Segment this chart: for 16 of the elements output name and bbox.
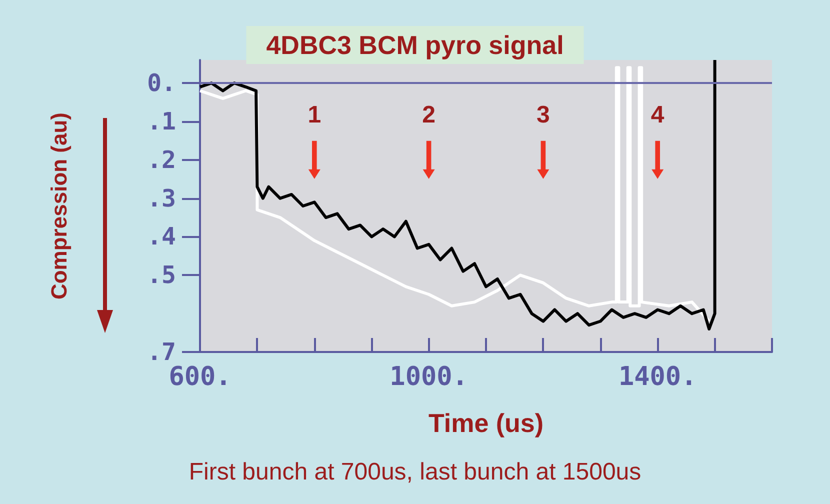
- text: First bunch at 700us, last bunch at 1500us: [188, 458, 642, 486]
- y-tick-label: .5: [147, 261, 176, 290]
- y-tick-label: .2: [147, 146, 176, 174]
- x-tick-label: 1000.: [390, 362, 468, 392]
- y-tick-label: 0.: [147, 69, 176, 98]
- y-tick-label: .1: [147, 107, 176, 136]
- annotation: 1: [308, 101, 322, 128]
- y-axis-title: Compression (au): [46, 112, 72, 300]
- chart-title: 4DBC3 BCM pyro signal: [266, 30, 564, 60]
- y-tick-label: .4: [147, 222, 176, 251]
- annotation: 2: [422, 101, 436, 128]
- annotation: 3: [536, 101, 550, 128]
- x-axis-title: Time (us): [428, 408, 544, 438]
- y-tick-label: .3: [147, 184, 176, 212]
- x-tick-label: 1400.: [618, 362, 697, 392]
- annotation: 4: [650, 101, 665, 128]
